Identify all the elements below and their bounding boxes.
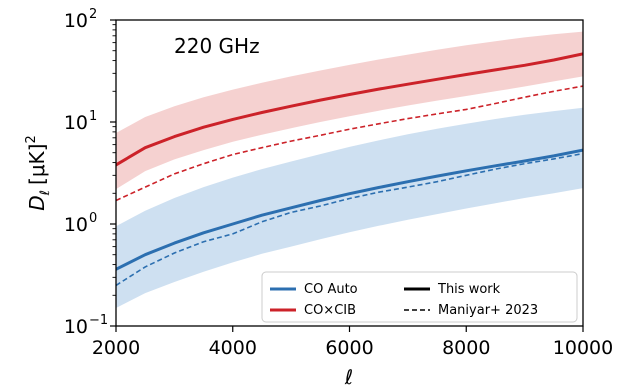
y-axis-label: Dℓ [μK]2 xyxy=(24,135,53,211)
frequency-annotation: 220 GHz xyxy=(174,34,260,58)
x-tick-label-0: 2000 xyxy=(92,337,140,359)
y-label-unit: [μK] xyxy=(25,144,49,185)
x-tick-label-1: 4000 xyxy=(209,337,257,359)
y-tick-exp-2: 1 xyxy=(89,109,97,124)
x-tick-label-3: 8000 xyxy=(442,337,490,359)
x-axis-label: ℓ xyxy=(344,365,353,389)
legend-label-0: CO Auto xyxy=(304,282,358,297)
band-series-0 xyxy=(116,107,583,308)
y-label-sub: ℓ xyxy=(38,190,53,196)
this-work-line-series-1 xyxy=(116,52,583,167)
y-tick-label-1: 10 xyxy=(64,214,88,236)
y-tick-label-0: 10 xyxy=(64,316,88,338)
legend-label-2: This work xyxy=(437,282,501,297)
legend-label-1: CO×CIB xyxy=(304,303,356,318)
y-label-exp: 2 xyxy=(24,135,39,143)
y-tick-label-3: 10 xyxy=(64,10,88,32)
y-tick-exp-1: 0 xyxy=(89,211,97,226)
band-series-1 xyxy=(116,31,583,190)
data-lines xyxy=(116,52,583,287)
this-work-line-series-0 xyxy=(116,148,583,271)
y-tick-exp-0: −1 xyxy=(89,313,108,328)
x-axis: 2000 4000 6000 8000 10000 xyxy=(92,326,613,359)
y-label-main: D xyxy=(25,195,49,210)
y-tick-exp-3: 2 xyxy=(89,7,97,22)
x-tick-label-2: 6000 xyxy=(325,337,373,359)
y-tick-label-2: 10 xyxy=(64,112,88,134)
legend-box xyxy=(261,271,578,323)
x-tick-label-4: 10000 xyxy=(553,337,613,359)
maniyar-line-series-1 xyxy=(116,85,583,202)
uncertainty-bands xyxy=(116,31,583,308)
legend: CO Auto CO×CIB This work Maniyar+ 2023 xyxy=(261,271,578,323)
maniyar-line-series-0 xyxy=(116,152,583,287)
legend-label-3: Maniyar+ 2023 xyxy=(438,303,538,318)
